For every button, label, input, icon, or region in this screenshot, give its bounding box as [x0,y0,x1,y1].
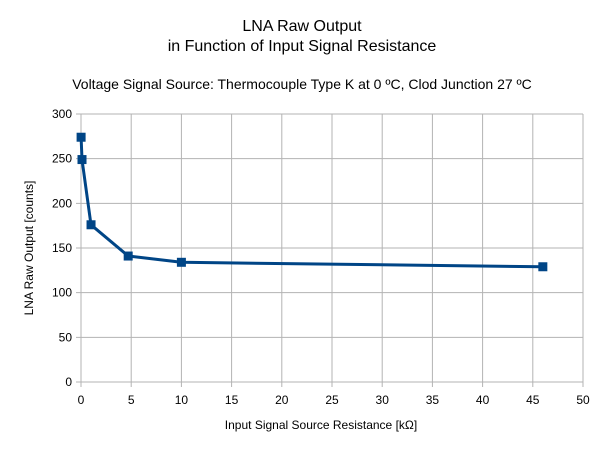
y-tick-label: 100 [52,286,72,300]
data-point-marker [538,262,548,272]
x-tick-label: 25 [325,393,339,407]
x-axis-label: Input Signal Source Resistance [kΩ] [225,418,417,432]
x-tick-label: 15 [225,393,239,407]
y-tick-label: 0 [65,375,72,389]
data-point-marker [176,257,186,267]
y-tick-label: 300 [52,107,72,121]
x-tick-label: 10 [175,393,189,407]
x-tick-label: 35 [426,393,440,407]
x-tick-label: 5 [128,393,135,407]
chart-subtitle: Voltage Signal Source: Thermocouple Type… [72,76,532,92]
chart-title-line-1: LNA Raw Output [242,18,362,35]
series-group [76,132,548,272]
chart-title-line-2: in Function of Input Signal Resistance [167,38,437,55]
x-tick-label: 45 [526,393,540,407]
x-tick-label: 0 [78,393,85,407]
y-tick-label: 200 [52,196,72,210]
x-tick-label: 30 [376,393,390,407]
y-axis-label: LNA Raw Output [counts] [22,181,36,316]
y-tick-label: 50 [59,330,73,344]
y-tick-labels: 0 50 100 150 200 250 300 [52,107,72,389]
data-point-marker [123,251,133,261]
data-point-marker [77,155,87,165]
x-tick-label: 40 [476,393,490,407]
x-tick-labels: 0 5 10 15 20 25 30 35 40 45 50 [78,393,590,407]
y-tick-label: 150 [52,241,72,255]
x-tick-label: 50 [576,393,590,407]
grid-lines [76,113,584,387]
y-tick-label: 250 [52,152,72,166]
data-point-marker [76,132,86,142]
data-point-marker [86,220,96,230]
series-line [79,137,543,269]
x-tick-label: 20 [275,393,289,407]
